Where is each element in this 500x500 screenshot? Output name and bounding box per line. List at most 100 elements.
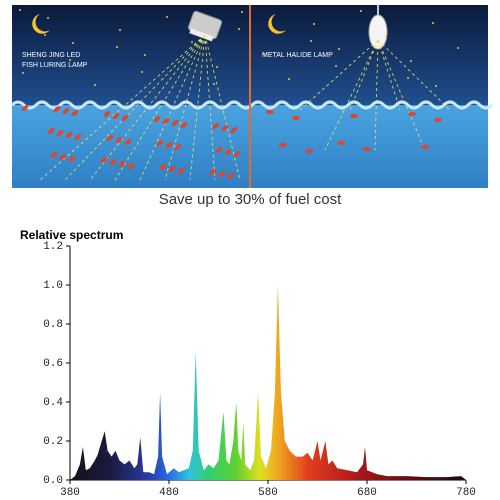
star	[141, 71, 143, 73]
fish	[212, 123, 220, 129]
fish	[279, 143, 287, 147]
fish	[103, 111, 111, 117]
fish	[121, 115, 129, 121]
star	[457, 47, 459, 49]
fish	[168, 166, 176, 172]
star	[335, 65, 337, 67]
fish	[209, 169, 217, 175]
fish	[174, 144, 182, 150]
illustration: SHENG JING LED FISH LURING LAMP METAL HA…	[10, 5, 494, 188]
fish	[171, 120, 179, 126]
moon	[32, 14, 50, 34]
y-tick-label: 1.2	[43, 241, 63, 253]
y-tick-label: 0.2	[43, 436, 63, 448]
x-tick-label: 480	[159, 487, 179, 499]
light-ray	[39, 34, 206, 181]
x-tick-label: 580	[258, 487, 278, 499]
fish	[218, 171, 226, 177]
y-tick-label: 0.4	[43, 397, 63, 409]
fish	[156, 140, 164, 146]
star	[263, 53, 265, 55]
x-tick-label: 380	[60, 487, 80, 499]
fish	[180, 122, 188, 128]
star	[69, 59, 71, 61]
fish	[350, 114, 358, 118]
light-ray	[377, 39, 401, 111]
light-ray	[349, 39, 379, 111]
star	[116, 46, 118, 48]
fish	[292, 116, 300, 120]
fish	[421, 145, 429, 149]
fish	[106, 135, 114, 141]
star	[288, 78, 290, 80]
fish	[408, 112, 416, 116]
lamp-label: SHENG JING LED	[22, 52, 80, 59]
x-tick-label: 780	[456, 487, 476, 499]
fish	[74, 134, 82, 140]
fish	[221, 125, 229, 131]
fish	[109, 159, 117, 165]
fish	[165, 142, 173, 148]
fish	[115, 137, 123, 143]
fish	[118, 161, 126, 167]
star	[94, 84, 96, 86]
star	[216, 66, 218, 68]
fish	[59, 154, 67, 160]
fish	[159, 164, 167, 170]
star	[385, 35, 387, 37]
chart-title: Relative spectrum	[20, 228, 123, 242]
star	[360, 10, 362, 12]
spectrum-area	[70, 285, 466, 480]
y-tick-label: 0.8	[43, 319, 63, 331]
caption: Save up to 30% of fuel cost	[159, 191, 342, 208]
star	[47, 17, 49, 19]
light-ray	[114, 34, 206, 181]
star	[191, 41, 193, 43]
light-ray	[324, 39, 379, 151]
fish	[266, 110, 274, 114]
light-ray	[374, 39, 379, 151]
fish	[230, 127, 238, 133]
star	[22, 72, 24, 74]
star	[310, 40, 312, 42]
star	[19, 9, 21, 11]
light-ray	[204, 34, 241, 181]
lamp-label: FISH LURING LAMP	[22, 62, 88, 69]
fish	[21, 105, 29, 111]
fish	[337, 141, 345, 145]
star	[410, 60, 412, 62]
fish	[224, 149, 232, 155]
fish	[68, 156, 76, 162]
fish	[56, 130, 64, 136]
fish	[50, 152, 58, 158]
fish	[215, 147, 223, 153]
star	[407, 77, 409, 79]
fish	[305, 149, 313, 153]
light-ray	[377, 39, 451, 111]
star	[338, 48, 340, 50]
fish	[233, 151, 241, 157]
star	[166, 16, 168, 18]
fish	[124, 139, 132, 145]
star	[435, 85, 437, 87]
fish	[127, 163, 135, 169]
fish	[53, 106, 61, 112]
fish	[363, 147, 371, 151]
light-ray	[89, 34, 206, 181]
lamp-label: METAL HALIDE LAMP	[262, 52, 333, 59]
light-ray	[377, 39, 426, 151]
fish	[71, 110, 79, 116]
led-lamp	[187, 10, 223, 42]
light-ray	[204, 34, 216, 181]
fish	[177, 168, 185, 174]
y-tick-label: 0.0	[43, 475, 63, 487]
star	[144, 54, 146, 56]
waves	[10, 100, 494, 110]
y-tick-label: 0.6	[43, 358, 63, 370]
fish	[227, 173, 235, 179]
y-tick-label: 1.0	[43, 280, 63, 292]
x-tick-label: 680	[357, 487, 377, 499]
fish	[62, 108, 70, 114]
light-ray	[189, 34, 206, 181]
star	[44, 34, 46, 36]
